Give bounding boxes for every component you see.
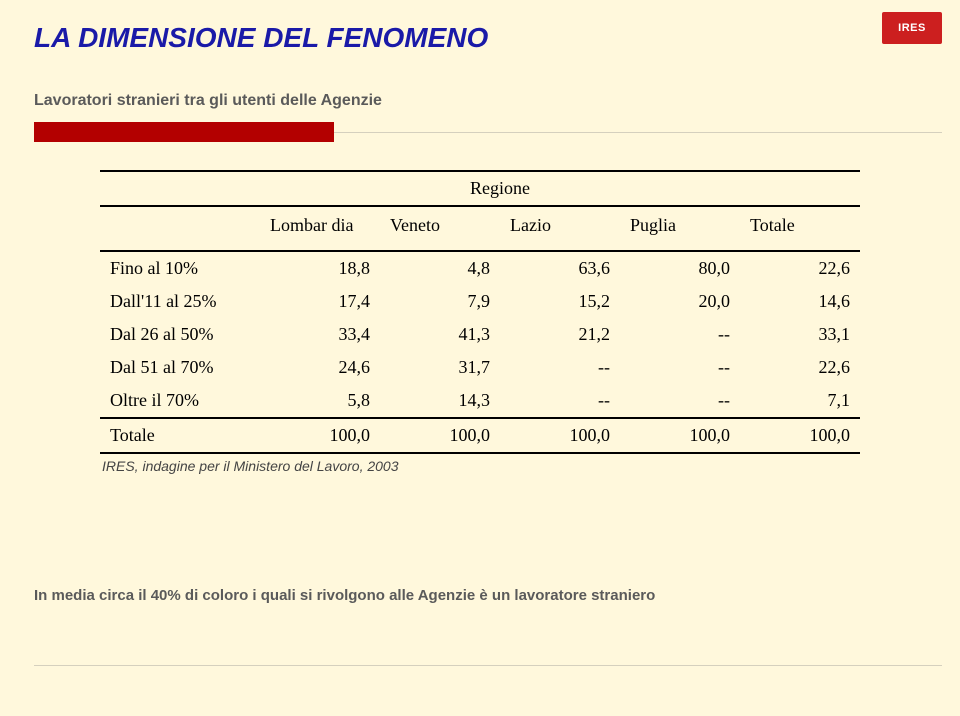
cell: 4,8	[380, 251, 500, 285]
cell: 100,0	[260, 418, 380, 453]
cell: 24,6	[260, 351, 380, 384]
cell: 100,0	[500, 418, 620, 453]
cell: 21,2	[500, 318, 620, 351]
cell: 41,3	[380, 318, 500, 351]
cell: 17,4	[260, 285, 380, 318]
cell: 15,2	[500, 285, 620, 318]
table-row-total: Totale 100,0 100,0 100,0 100,0 100,0	[100, 418, 860, 453]
row-label: Oltre il 70%	[100, 384, 260, 418]
cell: --	[620, 318, 740, 351]
cell: --	[500, 351, 620, 384]
cell: 33,1	[740, 318, 860, 351]
table-header-blank	[100, 171, 260, 206]
divider-bottom	[34, 665, 942, 666]
table-super-header: Regione	[260, 171, 740, 206]
cell: 22,6	[740, 351, 860, 384]
slide: IRES LA DIMENSIONE DEL FENOMENO Lavorato…	[0, 0, 960, 716]
table-row: Dall'11 al 25% 17,4 7,9 15,2 20,0 14,6	[100, 285, 860, 318]
cell: 100,0	[620, 418, 740, 453]
accent-bar	[34, 122, 334, 142]
table-row: Oltre il 70% 5,8 14,3 -- -- 7,1	[100, 384, 860, 418]
cell: 14,6	[740, 285, 860, 318]
row-label: Fino al 10%	[100, 251, 260, 285]
cell: --	[620, 384, 740, 418]
brand-logo: IRES	[882, 12, 942, 44]
row-label: Totale	[100, 418, 260, 453]
cell: 100,0	[740, 418, 860, 453]
table-col-3: Puglia	[620, 206, 740, 251]
cell: 63,6	[500, 251, 620, 285]
table-row: Fino al 10% 18,8 4,8 63,6 80,0 22,6	[100, 251, 860, 285]
cell: 5,8	[260, 384, 380, 418]
cell: 7,1	[740, 384, 860, 418]
row-label: Dal 51 al 70%	[100, 351, 260, 384]
table-col-2: Lazio	[500, 206, 620, 251]
cell: 33,4	[260, 318, 380, 351]
row-label: Dal 26 al 50%	[100, 318, 260, 351]
data-table-wrap: Regione Lombar dia Veneto Lazio Puglia T…	[100, 170, 860, 474]
cell: --	[500, 384, 620, 418]
cell: 22,6	[740, 251, 860, 285]
page-subtitle: Lavoratori stranieri tra gli utenti dell…	[34, 92, 382, 110]
table-col-1: Veneto	[380, 206, 500, 251]
table-row: Dal 26 al 50% 33,4 41,3 21,2 -- 33,1	[100, 318, 860, 351]
cell: 80,0	[620, 251, 740, 285]
cell: --	[620, 351, 740, 384]
table-row: Dal 51 al 70% 24,6 31,7 -- -- 22,6	[100, 351, 860, 384]
footnote: In media circa il 40% di coloro i quali …	[34, 586, 794, 606]
cell: 100,0	[380, 418, 500, 453]
divider-top	[334, 132, 942, 133]
row-label: Dall'11 al 25%	[100, 285, 260, 318]
table-col-4: Totale	[740, 206, 860, 251]
cell: 20,0	[620, 285, 740, 318]
cell: 14,3	[380, 384, 500, 418]
page-title: LA DIMENSIONE DEL FENOMENO	[34, 22, 488, 54]
data-table: Regione Lombar dia Veneto Lazio Puglia T…	[100, 170, 860, 454]
cell: 7,9	[380, 285, 500, 318]
cell: 18,8	[260, 251, 380, 285]
cell: 31,7	[380, 351, 500, 384]
table-source: IRES, indagine per il Ministero del Lavo…	[102, 458, 860, 474]
table-header-blank-right	[740, 171, 860, 206]
table-col-0: Lombar dia	[260, 206, 380, 251]
table-col-blank	[100, 206, 260, 251]
